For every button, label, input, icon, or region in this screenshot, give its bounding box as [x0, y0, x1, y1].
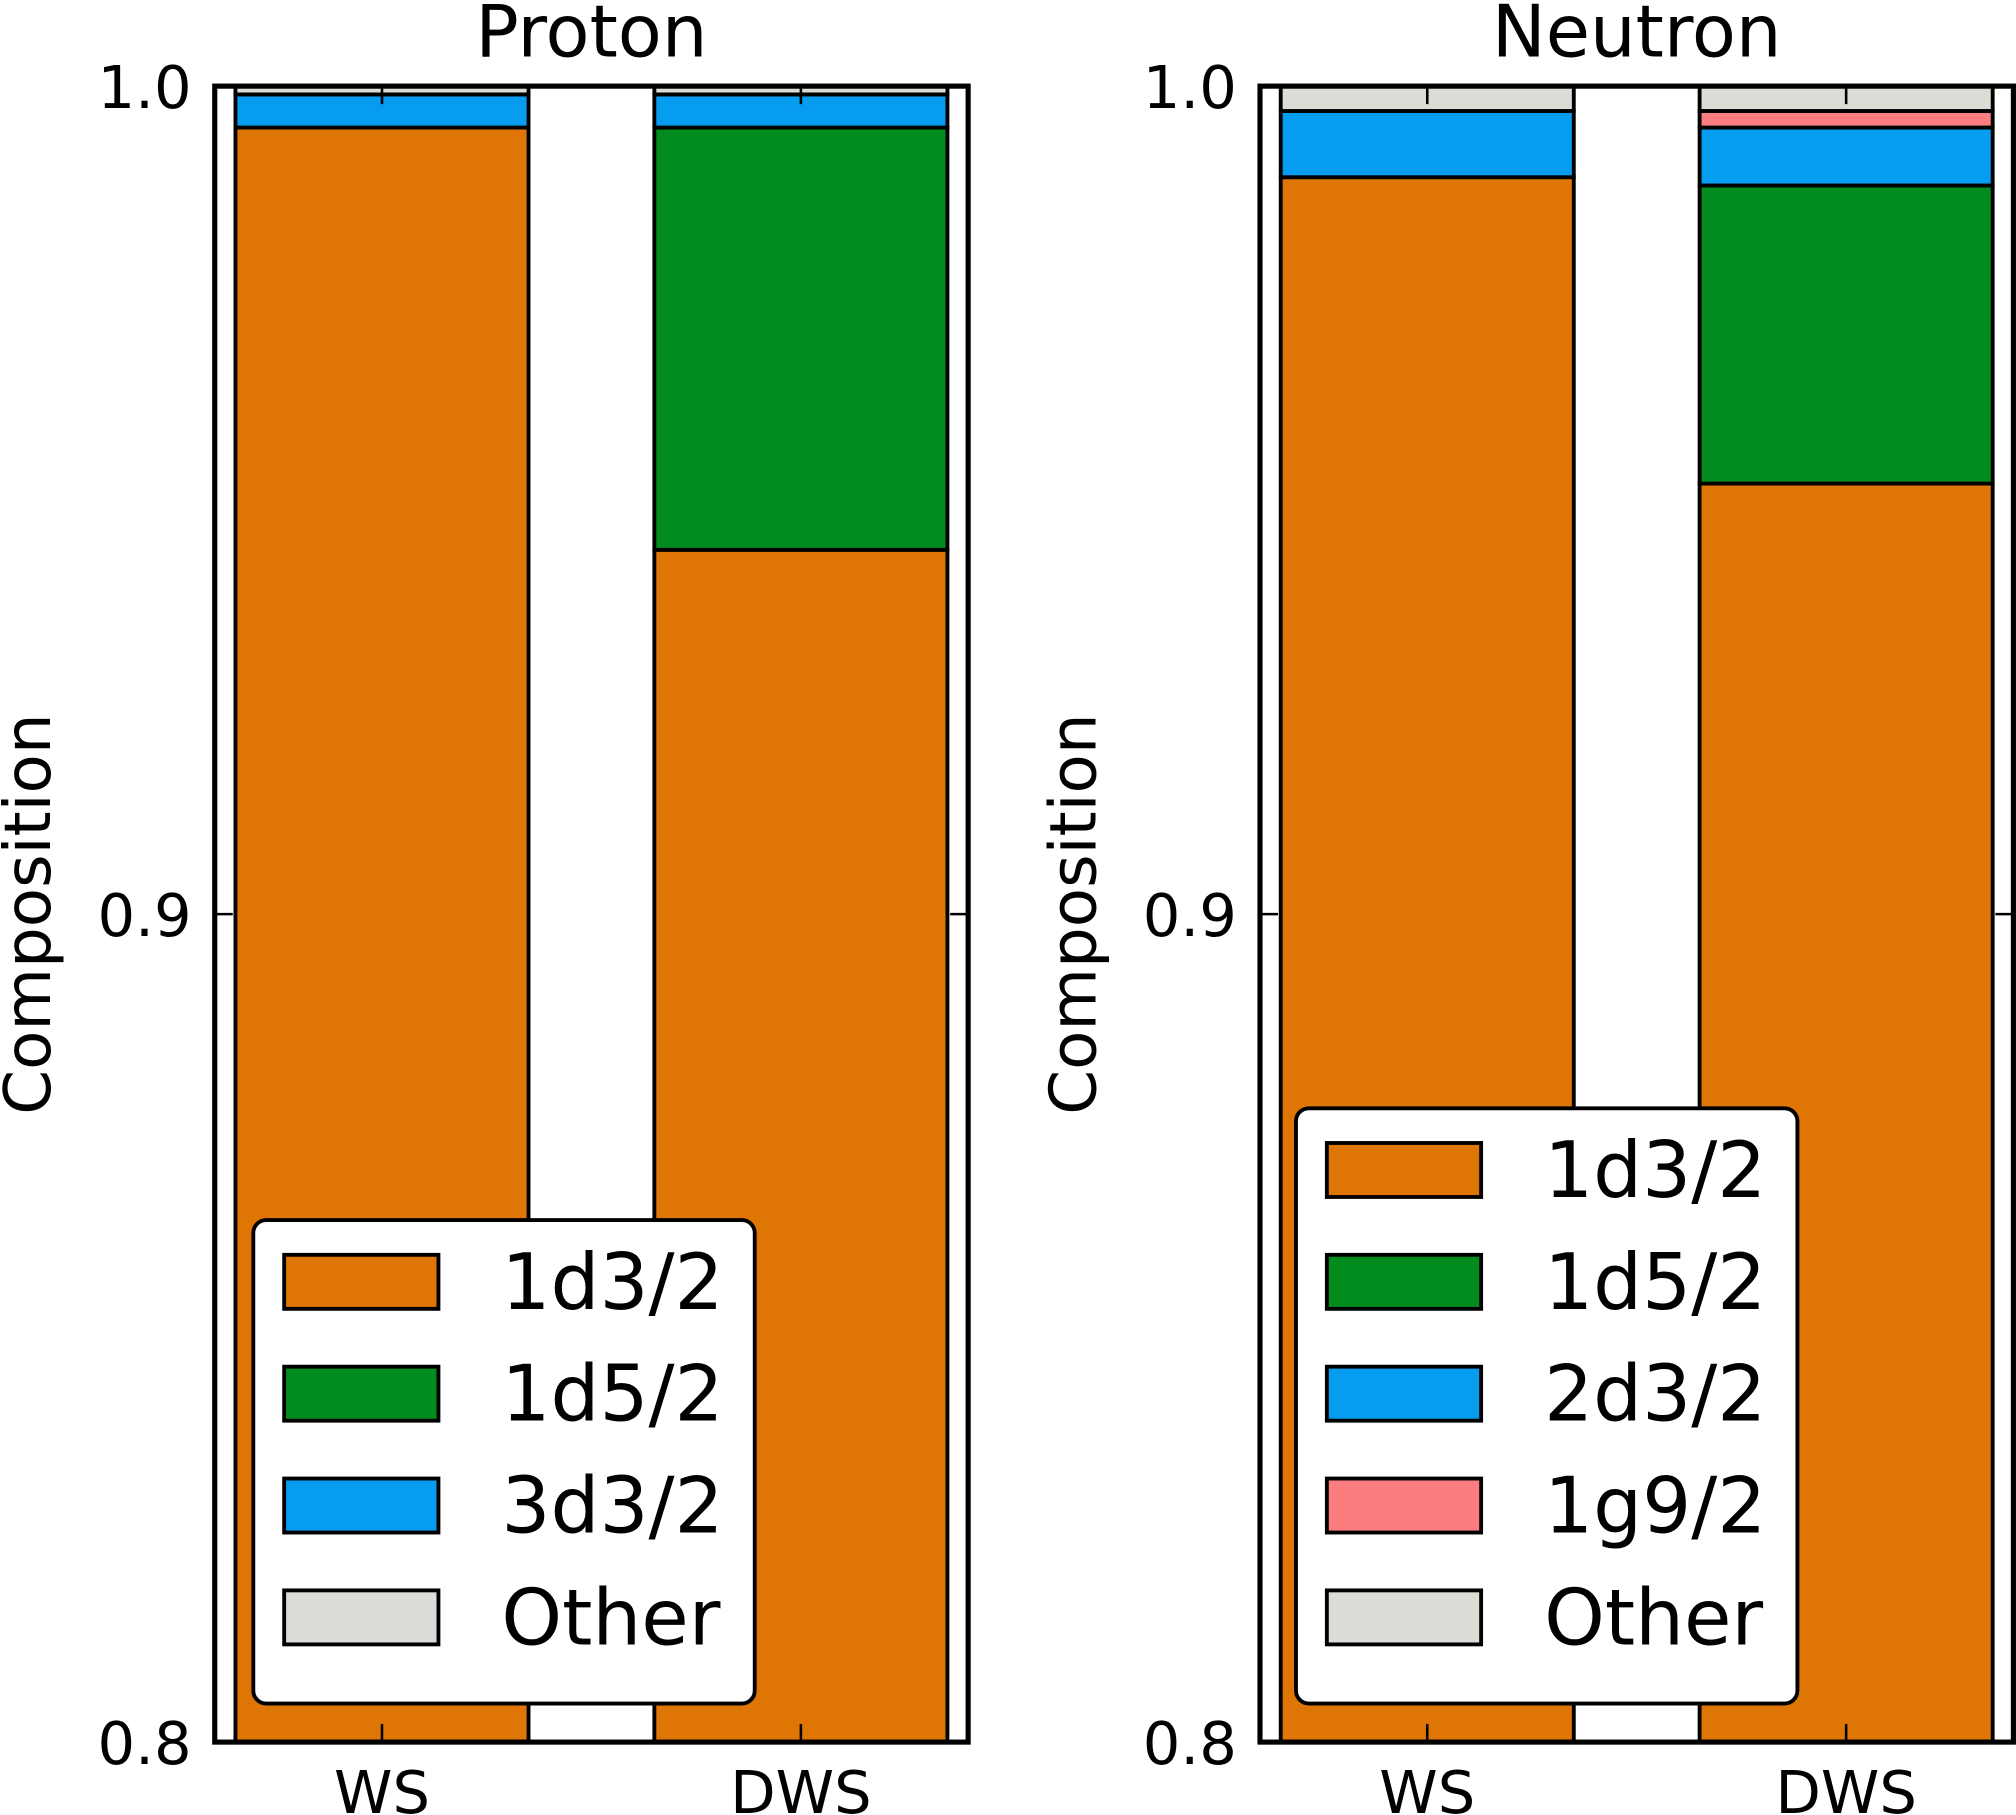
legend-label: Other — [501, 1573, 720, 1663]
y-tick-label: 1.0 — [98, 53, 192, 122]
bar-segment — [1697, 125, 1995, 188]
y-tick-label: 0.9 — [98, 881, 192, 950]
chart-title: Neutron — [1492, 0, 1782, 74]
legend-swatch — [282, 1476, 441, 1535]
legend-swatch — [282, 1364, 441, 1423]
bar-segment — [1697, 183, 1995, 486]
legend-swatch — [1324, 1476, 1484, 1535]
legend-label: Other — [1544, 1573, 1763, 1663]
y-tick-label: 0.9 — [1143, 881, 1237, 950]
bar-segment — [1278, 109, 1576, 180]
legend: 1d3/2 1d5/2 3d3/2 Other — [251, 1218, 757, 1706]
legend-swatch — [1324, 1141, 1484, 1199]
legend-swatch — [282, 1252, 441, 1311]
chart: 1.0 0.9 0.8 WS DWS Proton Composition 1d3/2 1d5/… — [0, 0, 971, 1815]
x-tick-label: WS — [334, 1758, 430, 1815]
legend: 1d3/2 1d5/2 2d3/2 1g9/2 Other — [1294, 1106, 1800, 1706]
x-tick-label: DWS — [730, 1758, 872, 1815]
legend-swatch — [1324, 1252, 1484, 1311]
y-tick-label: 1.0 — [1143, 53, 1237, 122]
legend-label: 2d3/2 — [1544, 1350, 1766, 1440]
legend-swatch — [1324, 1364, 1484, 1423]
legend-label: 1d3/2 — [501, 1238, 723, 1328]
legend-label: 1d5/2 — [1544, 1238, 1766, 1328]
legend-label: 3d3/2 — [501, 1462, 723, 1552]
legend-swatch — [1324, 1588, 1484, 1647]
legend-box — [251, 1218, 757, 1706]
legend-label: 1d3/2 — [1544, 1126, 1766, 1216]
bar-segment — [652, 92, 950, 130]
bar-segment — [1697, 109, 1995, 130]
y-tick-label: 0.8 — [98, 1709, 192, 1778]
x-tick-label: DWS — [1775, 1758, 1917, 1815]
bar-segment — [652, 125, 950, 552]
x-tick-label: WS — [1379, 1758, 1475, 1815]
y-axis-label: Composition — [0, 713, 66, 1114]
y-tick-label: 0.8 — [1143, 1709, 1237, 1778]
legend-label: 1g9/2 — [1544, 1462, 1766, 1552]
legend-swatch — [282, 1588, 441, 1647]
chart: 1.0 0.9 0.8 WS DWS Neutron Composition 1d3/2 1d5… — [1036, 0, 2016, 1815]
chart-title: Proton — [475, 0, 707, 74]
legend-label: 1d5/2 — [501, 1350, 723, 1440]
y-axis-label: Composition — [1036, 713, 1111, 1114]
